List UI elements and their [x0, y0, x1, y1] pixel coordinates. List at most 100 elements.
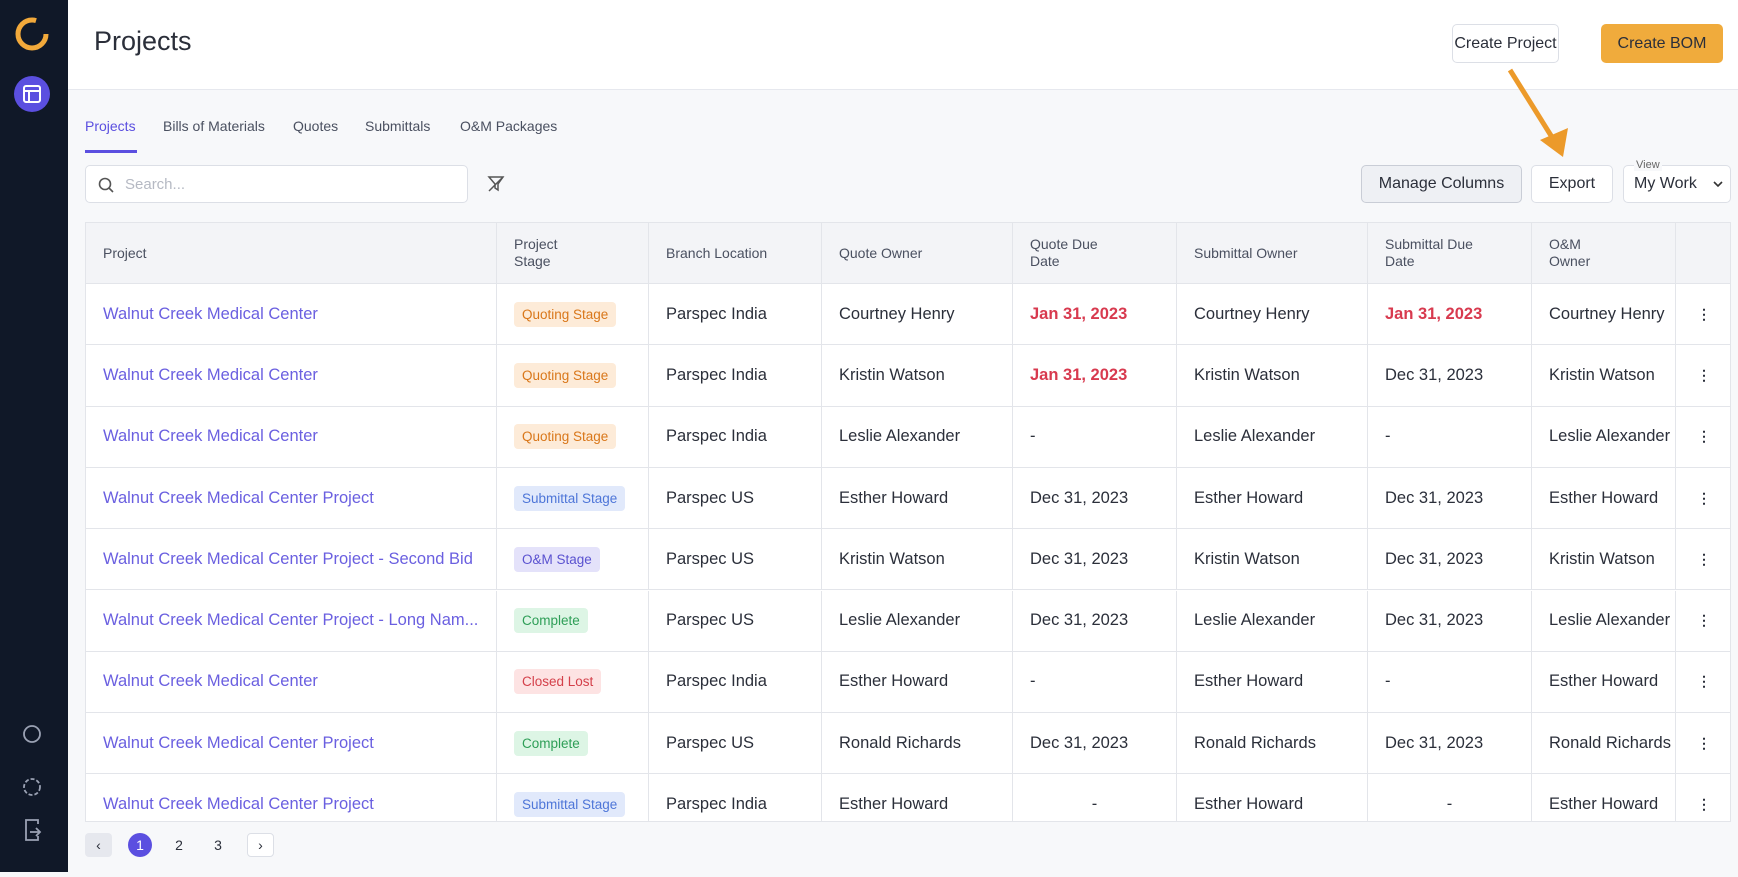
project-link[interactable]: Walnut Creek Medical Center Project - Se… — [103, 549, 473, 568]
cell-text: Kristin Watson — [839, 549, 945, 568]
cell: Walnut Creek Medical Center Project — [86, 713, 497, 774]
cell: Complete — [497, 713, 649, 774]
stage-badge: Quoting Stage — [514, 362, 617, 388]
project-link[interactable]: Walnut Creek Medical Center Project - Lo… — [103, 611, 479, 630]
cell: Kristin Watson — [1532, 529, 1676, 590]
project-link[interactable]: Walnut Creek Medical Center — [103, 365, 318, 384]
cell: Dec 31, 2023 — [1368, 529, 1532, 590]
table-row: Walnut Creek Medical Center Project - Lo… — [86, 590, 1730, 652]
cell-text: Courtney Henry — [1549, 304, 1665, 323]
cell-text: - — [1091, 795, 1098, 814]
export-button[interactable]: Export — [1531, 165, 1613, 203]
cell: Courtney Henry — [822, 284, 1013, 345]
clear-filter-icon[interactable] — [487, 175, 505, 193]
cell-text: Dec 31, 2023 — [1385, 611, 1484, 630]
cell-text: Dec 31, 2023 — [1385, 733, 1484, 752]
create-bom-button[interactable]: Create BOM — [1601, 24, 1723, 63]
cell: Walnut Creek Medical Center — [86, 651, 497, 713]
cell-text: - — [1030, 672, 1036, 691]
cell-text: Kristin Watson — [1194, 549, 1300, 568]
table-row: Walnut Creek Medical Center Quoting Stage… — [86, 345, 1730, 407]
manage-columns-button[interactable]: Manage Columns — [1361, 165, 1522, 203]
cell-text: Courtney Henry — [839, 304, 955, 323]
cell: - — [1368, 774, 1532, 821]
tab[interactable]: Quotes — [293, 118, 339, 134]
row-menu[interactable]: ⋮ — [1697, 796, 1711, 813]
cell-text: Kristin Watson — [1549, 549, 1655, 568]
row-menu[interactable]: ⋮ — [1697, 305, 1711, 322]
row-menu[interactable]: ⋮ — [1697, 673, 1711, 690]
column-title: Project Stage — [514, 236, 558, 269]
tab[interactable]: O&M Packages — [460, 118, 558, 134]
view-select[interactable]: My Work — [1623, 165, 1731, 203]
cell: Walnut Creek Medical Center Project - Se… — [86, 529, 497, 590]
row-menu[interactable]: ⋮ — [1697, 734, 1711, 751]
create-project-button[interactable]: Create Project — [1452, 24, 1559, 63]
cell: Dec 31, 2023 — [1013, 590, 1177, 651]
prev-page[interactable]: ‹ — [85, 833, 112, 857]
tab[interactable]: Projects — [85, 118, 136, 134]
view-value: My Work — [1634, 175, 1697, 192]
project-link[interactable]: Walnut Creek Medical Center Project — [103, 733, 374, 752]
row-menu[interactable]: ⋮ — [1697, 428, 1711, 445]
cell-text: Kristin Watson — [1194, 365, 1300, 384]
page-number[interactable]: 3 — [214, 837, 222, 853]
cell: Walnut Creek Medical Center Project - Lo… — [86, 590, 497, 651]
cell: Closed Lost — [497, 651, 649, 713]
cell: Courtney Henry — [1177, 284, 1368, 345]
column-title: Quote Due Date — [1030, 236, 1098, 269]
cell: Walnut Creek Medical Center — [86, 345, 497, 406]
column-header: Quote Owner — [822, 223, 1013, 283]
table-row: Walnut Creek Medical Center Quoting Stage… — [86, 406, 1730, 468]
tab[interactable]: Bills of Materials — [163, 118, 265, 134]
cell-text: Courtney Henry — [1194, 304, 1310, 323]
stage-badge: Complete — [514, 730, 588, 756]
cell-text: Jan 31, 2023 — [1385, 304, 1483, 323]
cell-text: Leslie Alexander — [1194, 611, 1316, 630]
chevron — [1713, 181, 1723, 188]
next-page[interactable]: › — [247, 833, 274, 857]
column-header: Project — [86, 223, 497, 283]
cell-text: Dec 31, 2023 — [1385, 365, 1484, 384]
cell-text: Leslie Alexander — [1549, 427, 1671, 446]
cell: Courtney Henry — [1532, 284, 1676, 345]
project-link[interactable]: Walnut Creek Medical Center — [103, 304, 318, 323]
cell: Kristin Watson — [822, 529, 1013, 590]
page-number[interactable]: 2 — [175, 837, 183, 853]
cell-text: - — [1385, 672, 1391, 691]
row-menu[interactable]: ⋮ — [1697, 366, 1711, 383]
cell-text: Parspec US — [666, 733, 755, 752]
page-number[interactable]: 1 — [128, 833, 152, 857]
cell-text: Esther Howard — [1549, 795, 1659, 814]
cell-text: Jan 31, 2023 — [1030, 304, 1128, 323]
column-settings — [1676, 223, 1730, 283]
cell: Dec 31, 2023 — [1013, 529, 1177, 590]
project-link[interactable]: Walnut Creek Medical Center — [103, 672, 318, 691]
cell: Esther Howard — [1177, 467, 1368, 529]
cell-text: Parspec India — [666, 304, 767, 323]
table-row: Walnut Creek Medical Center Closed Lost Pa… — [86, 651, 1730, 714]
stage-badge: Quoting Stage — [514, 301, 617, 327]
row-menu[interactable]: ⋮ — [1697, 550, 1711, 567]
cell: Parspec US — [649, 529, 822, 590]
row-menu[interactable]: ⋮ — [1697, 489, 1711, 506]
cell-text: Kristin Watson — [839, 365, 945, 384]
row-menu[interactable]: ⋮ — [1697, 612, 1711, 629]
cell-text: Parspec India — [666, 427, 767, 446]
cell: Quoting Stage — [497, 345, 649, 406]
project-link[interactable]: Walnut Creek Medical Center — [103, 427, 318, 446]
column-header: Submittal Owner — [1177, 223, 1368, 283]
cell-text: Esther Howard — [839, 795, 949, 814]
cell: Dec 31, 2023 — [1368, 713, 1532, 774]
cell: Kristin Watson — [1177, 529, 1368, 590]
tab[interactable]: Submittals — [365, 118, 431, 134]
column-header: Submittal Due Date — [1368, 223, 1532, 283]
project-link[interactable]: Walnut Creek Medical Center Project — [103, 488, 374, 507]
column-title: O&M Owner — [1549, 236, 1591, 269]
project-link[interactable]: Walnut Creek Medical Center Project — [103, 795, 374, 814]
cell-text: Leslie Alexander — [1194, 427, 1316, 446]
cell: Walnut Creek Medical Center — [86, 284, 497, 345]
cell: Jan 31, 2023 — [1368, 284, 1532, 345]
search-box[interactable]: Search... — [85, 165, 468, 203]
table-row: Walnut Creek Medical Center Project Compl… — [86, 713, 1730, 775]
